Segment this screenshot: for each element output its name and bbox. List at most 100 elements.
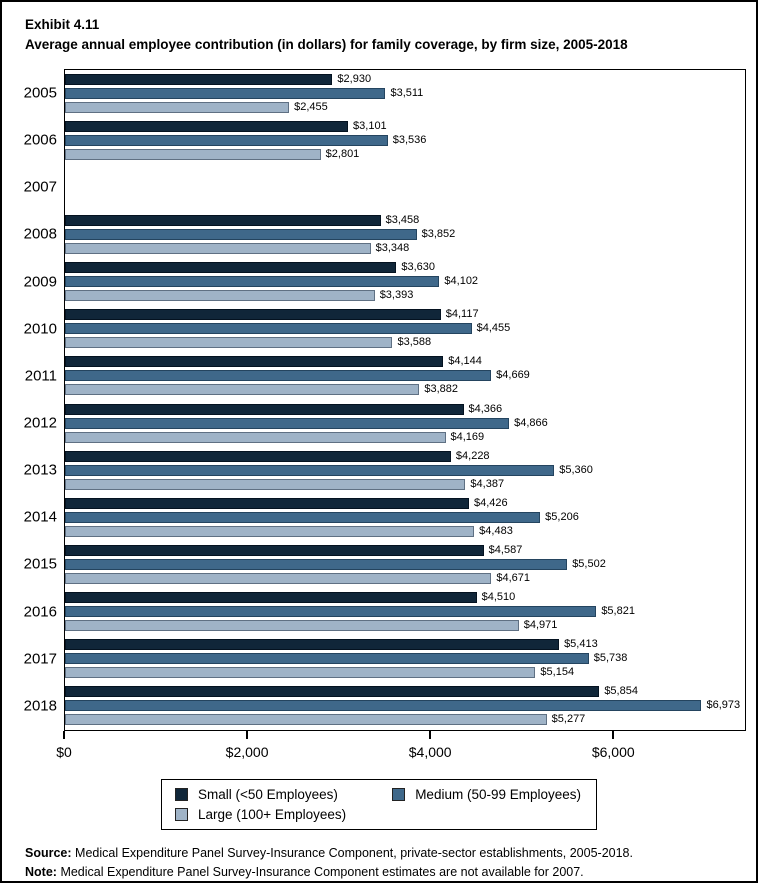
- bar-value-label: $5,154: [540, 666, 575, 679]
- bar-value-label: $2,930: [337, 72, 372, 85]
- bar-group-2008: 2008 $3,458 $3,852 $3,348: [24, 211, 745, 258]
- bar-value-label: $4,587: [488, 543, 523, 556]
- bar: [65, 431, 446, 443]
- year-label: 2009: [23, 273, 57, 291]
- footer: Source: Medical Expenditure Panel Survey…: [2, 830, 756, 883]
- bar-row: $5,154: [65, 666, 745, 679]
- bar-value-label: $4,671: [496, 571, 530, 584]
- bar: [65, 290, 375, 302]
- bar: [65, 572, 492, 584]
- bar: [65, 228, 417, 240]
- chart: 2005 $2,930 $3,511 $2,455 2006 $3,101 $3,536 $2…: [24, 68, 746, 773]
- year-label: 2012: [23, 414, 57, 432]
- bar: [65, 525, 475, 537]
- bar-row: $4,169: [65, 430, 745, 443]
- bar-row: $4,144: [65, 356, 745, 368]
- bar: [65, 606, 597, 618]
- year-label: 2013: [23, 461, 57, 479]
- bar-value-label: $3,511: [390, 86, 424, 99]
- bar: [65, 276, 440, 288]
- bar-row: $2,455: [65, 101, 745, 113]
- bar: [65, 242, 371, 254]
- bar-row: $5,821: [65, 606, 745, 618]
- bar-row: $5,502: [65, 557, 745, 570]
- bar-row: $3,588: [65, 336, 745, 349]
- plot-area: 2005 $2,930 $3,511 $2,455 2006 $3,101 $3,536 $2…: [24, 68, 746, 731]
- legend-swatch-icon: [174, 787, 188, 801]
- bar: [65, 653, 589, 665]
- bar: [65, 667, 536, 679]
- bar-row: $4,510: [65, 591, 745, 604]
- bar: [65, 323, 472, 335]
- bar-group-2007: 2007: [24, 164, 745, 211]
- bar-value-label: $4,169: [450, 430, 485, 443]
- bar-value-label: $4,366: [468, 402, 503, 415]
- bar: [65, 544, 484, 556]
- year-label: 2006: [23, 131, 57, 149]
- bar-value-label: $4,228: [455, 449, 490, 462]
- bar: [65, 309, 441, 321]
- bar-value-label: $3,458: [385, 213, 420, 226]
- bar-value-label: $2,801: [325, 147, 360, 160]
- bar-row: $4,117: [65, 309, 745, 321]
- axis-tick-label: $6,000: [591, 743, 635, 760]
- year-label: 2018: [23, 697, 57, 715]
- bar: [65, 403, 464, 415]
- bar-row: $3,536: [65, 134, 745, 146]
- bar: [65, 417, 510, 429]
- legend-item-label: Medium (50-99 Employees): [415, 786, 582, 802]
- legend-item-label: Small (<50 Employees): [197, 786, 338, 802]
- bar-row: $4,366: [65, 402, 745, 415]
- bar-group-2016: 2016 $4,510 $5,821 $4,971: [24, 588, 745, 635]
- bar-group-2010: 2010 $4,117 $4,455 $3,588: [24, 305, 745, 352]
- bar: [65, 356, 444, 368]
- note-label: Note:: [25, 864, 57, 879]
- bar: [65, 497, 469, 509]
- bar-group-2014: 2014 $4,426 $5,206 $4,483: [24, 494, 745, 541]
- bar-value-label: $3,852: [421, 227, 456, 240]
- bar-value-label: $3,588: [397, 336, 432, 349]
- legend-item: Large (100+ Employees): [174, 807, 346, 822]
- bar: [65, 714, 547, 726]
- bar: [65, 686, 600, 698]
- bar-value-label: $4,426: [473, 496, 508, 509]
- bar-row: $4,587: [65, 543, 745, 556]
- bar-value-label: $4,483: [479, 524, 513, 537]
- axis-tick-label: $4,000: [408, 743, 452, 760]
- bar: [65, 148, 321, 160]
- legend-swatch-icon: [174, 807, 188, 821]
- bar-value-label: $4,102: [444, 275, 479, 288]
- bar-group-2005: 2005 $2,930 $3,511 $2,455: [24, 70, 745, 117]
- bar-value-label: $3,101: [353, 119, 387, 132]
- year-label: 2015: [23, 555, 57, 573]
- bar: [65, 120, 349, 132]
- bar: [65, 262, 397, 274]
- bar-value-label: $4,510: [481, 591, 516, 604]
- bar-value-label: $5,502: [572, 557, 606, 570]
- bar-row: $4,669: [65, 370, 745, 382]
- bar: [65, 87, 386, 99]
- bar-group-2012: 2012 $4,366 $4,866 $4,169: [24, 399, 745, 446]
- axis-tick: [612, 730, 615, 739]
- year-label: 2005: [23, 84, 57, 102]
- bar-row: $5,360: [65, 463, 745, 476]
- bar-row: $4,455: [65, 322, 745, 335]
- bar: [65, 214, 381, 226]
- bar-value-label: $5,206: [545, 510, 579, 523]
- bar-value-label: $3,882: [424, 383, 458, 396]
- bar: [65, 558, 568, 570]
- bar-value-label: $5,277: [551, 713, 586, 726]
- year-label: 2007: [23, 178, 57, 196]
- source-label: Source:: [25, 845, 72, 860]
- source-line: Source: Medical Expenditure Panel Survey…: [25, 844, 734, 863]
- legend-swatch-icon: [392, 787, 406, 801]
- bar-row: $4,426: [65, 496, 745, 509]
- bar-value-label: $4,387: [470, 477, 505, 490]
- legend-item: Small (<50 Employees): [174, 786, 346, 802]
- bar: [65, 511, 541, 523]
- bar-value-label: $6,973: [706, 699, 741, 712]
- bar-value-label: $5,360: [559, 463, 593, 476]
- bar-value-label: $4,455: [476, 322, 511, 335]
- bar: [65, 337, 393, 349]
